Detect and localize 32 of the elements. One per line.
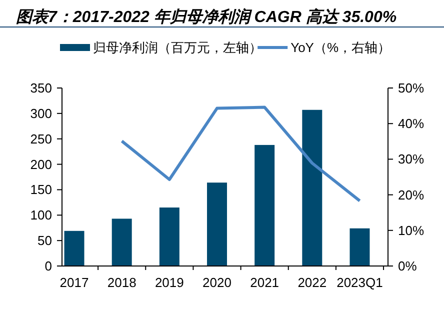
y-tick-label: 150 xyxy=(30,182,52,198)
y-tick-label: 100 xyxy=(30,208,52,223)
y-tick-label: 0 xyxy=(44,258,52,274)
y-tick-label: 200 xyxy=(30,156,52,172)
x-tick-label: 2018 xyxy=(107,275,136,290)
bar xyxy=(350,228,370,266)
bar xyxy=(112,218,132,266)
y2-tick-label: 20% xyxy=(398,187,424,202)
x-tick-label: 2021 xyxy=(250,275,280,290)
bar xyxy=(302,110,322,266)
y-tick-label: 50 xyxy=(38,233,52,248)
bar xyxy=(207,182,227,266)
x-tick-label: 2023Q1 xyxy=(336,275,383,290)
legend-label: 归母净利润（百万元，左轴） xyxy=(93,40,262,55)
bar xyxy=(159,208,180,266)
bar xyxy=(254,144,275,266)
bar xyxy=(64,230,84,266)
y-tick-label: 250 xyxy=(30,131,52,146)
x-tick-label: 2022 xyxy=(298,275,327,290)
legend-label: YoY（%，右轴） xyxy=(290,40,391,55)
y2-tick-label: 30% xyxy=(398,152,424,167)
y2-tick-label: 50% xyxy=(398,80,424,96)
x-tick-label: 2020 xyxy=(202,275,232,290)
line-series xyxy=(120,106,362,202)
chart-title: 图表7：2017-2022 年归母净利润 CAGR 高达 35.00% xyxy=(16,7,397,26)
x-tick-label: 2017 xyxy=(60,275,89,290)
y2-tick-label: 10% xyxy=(398,222,424,238)
x-tick-label: 2019 xyxy=(154,275,184,290)
y-tick-label: 300 xyxy=(30,106,52,121)
y2-tick-label: 0% xyxy=(398,258,418,274)
y2-tick-label: 40% xyxy=(398,116,424,132)
y-tick-label: 350 xyxy=(30,80,52,96)
